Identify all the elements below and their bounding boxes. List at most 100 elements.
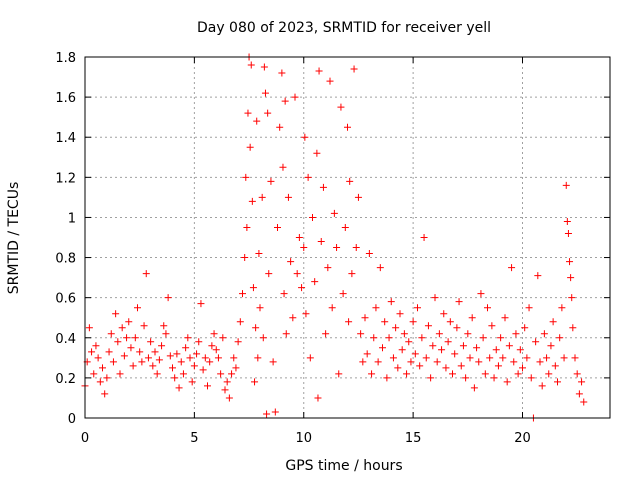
data-point <box>261 89 269 97</box>
data-point <box>90 370 98 378</box>
data-point <box>368 370 376 378</box>
data-point <box>94 354 102 362</box>
data-point <box>287 258 295 266</box>
data-point <box>568 294 576 302</box>
data-point <box>551 362 559 370</box>
data-point <box>543 354 551 362</box>
data-point <box>230 354 238 362</box>
data-point <box>284 193 292 201</box>
data-point <box>239 290 246 298</box>
data-point <box>295 234 303 241</box>
data-point <box>379 344 386 352</box>
data-point <box>255 250 263 258</box>
data-point <box>357 330 365 338</box>
data-point <box>199 366 207 374</box>
data-point <box>341 223 349 231</box>
data-point <box>140 322 148 330</box>
data-point <box>136 348 144 356</box>
data-point <box>512 330 520 338</box>
data-point <box>345 318 353 326</box>
data-point <box>516 346 524 354</box>
data-point <box>455 298 463 306</box>
data-point <box>258 193 266 201</box>
data-point <box>398 346 406 354</box>
data-point <box>326 77 334 85</box>
data-point <box>484 304 491 312</box>
data-point <box>560 354 568 362</box>
data-point <box>453 324 461 332</box>
data-point <box>219 334 227 342</box>
data-point <box>521 324 529 332</box>
data-point <box>383 374 391 382</box>
data-point <box>298 284 306 292</box>
data-point <box>359 358 367 366</box>
data-point <box>304 173 312 181</box>
data-point <box>184 334 192 342</box>
data-point <box>376 264 384 272</box>
data-point <box>269 358 277 366</box>
data-point <box>291 93 299 101</box>
data-point <box>301 133 309 141</box>
data-point <box>446 318 454 326</box>
data-point <box>414 304 421 312</box>
data-point <box>350 65 358 73</box>
data-point <box>344 123 351 131</box>
data-point <box>88 348 96 356</box>
data-point <box>400 330 408 338</box>
data-point <box>525 304 533 312</box>
data-point <box>109 358 117 366</box>
data-point <box>411 350 419 358</box>
data-point <box>335 370 343 378</box>
data-point <box>462 374 470 382</box>
data-point <box>144 354 152 362</box>
data-point <box>387 298 395 306</box>
data-point <box>479 334 487 342</box>
data-point <box>567 274 575 282</box>
data-point <box>223 378 231 386</box>
data-point <box>420 234 428 241</box>
data-point <box>112 310 120 318</box>
data-point <box>363 350 371 358</box>
data-point <box>433 358 441 366</box>
x-tick-label: 10 <box>295 431 312 446</box>
data-point <box>514 370 522 378</box>
data-point <box>228 370 236 378</box>
data-point <box>477 290 485 298</box>
data-point <box>580 398 588 406</box>
data-point <box>442 364 450 372</box>
data-point <box>293 270 301 278</box>
data-point <box>534 272 542 280</box>
data-point <box>571 354 579 362</box>
data-point <box>389 354 397 362</box>
data-point <box>162 330 170 338</box>
data-point <box>125 318 133 326</box>
data-point <box>540 330 548 338</box>
data-point <box>348 270 356 278</box>
data-point <box>105 348 113 356</box>
data-point <box>337 103 345 111</box>
data-point <box>370 334 378 342</box>
data-point <box>451 350 459 358</box>
data-point <box>563 217 571 225</box>
data-point <box>324 264 332 272</box>
data-point <box>123 334 131 342</box>
data-point <box>221 386 229 394</box>
y-tick-label: 1.6 <box>55 91 76 106</box>
data-point <box>409 318 417 326</box>
data-point <box>197 300 205 308</box>
data-point <box>385 334 393 342</box>
data-point <box>457 362 465 370</box>
data-point <box>177 358 185 366</box>
data-point <box>575 390 583 398</box>
y-tick-label: 1 <box>68 211 76 226</box>
data-point <box>259 334 267 342</box>
data-point <box>547 342 555 350</box>
data-point <box>527 374 535 382</box>
data-point <box>315 67 323 75</box>
data-point <box>492 346 500 354</box>
data-point <box>217 370 225 378</box>
data-point <box>314 394 322 402</box>
data-point <box>175 384 183 392</box>
data-point <box>153 370 161 378</box>
